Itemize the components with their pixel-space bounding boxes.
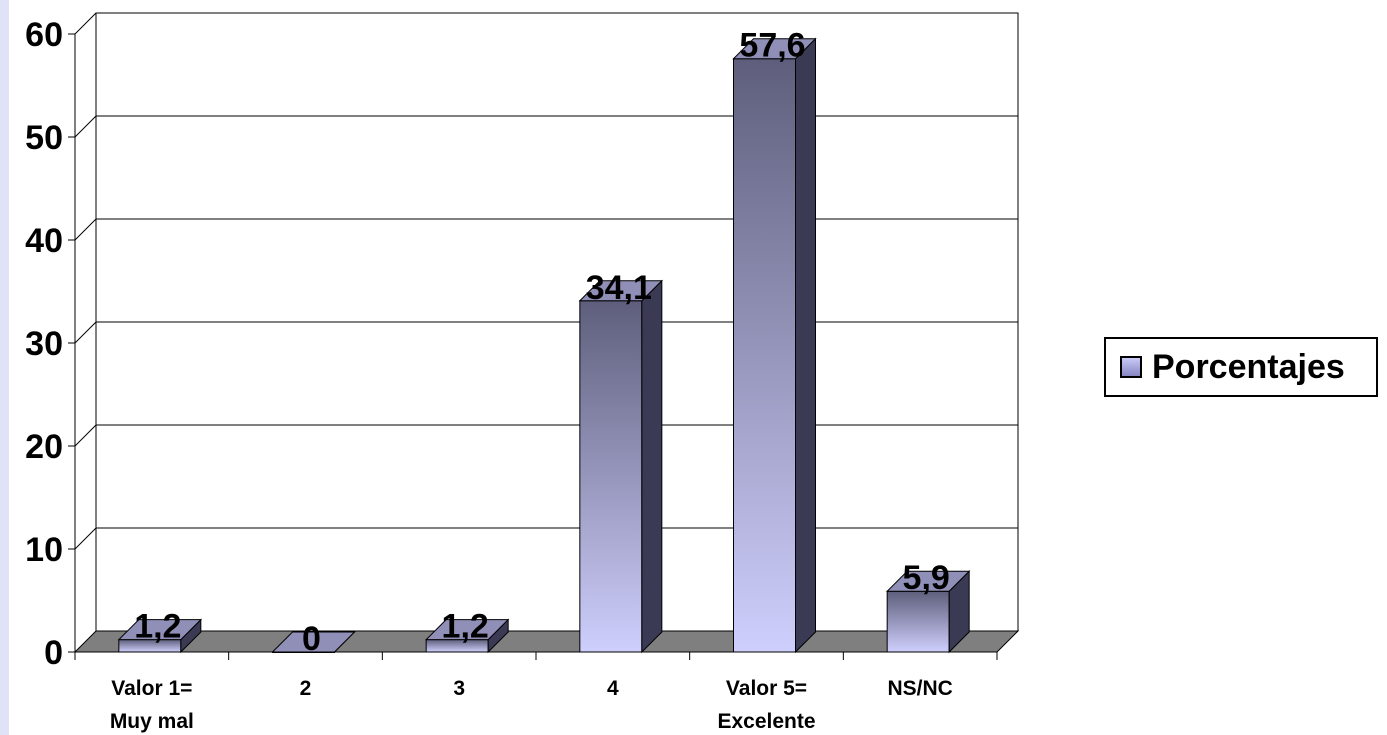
gridline-side [74, 527, 97, 550]
data-label: 5,9 [903, 559, 950, 597]
gridline-side [74, 218, 97, 241]
data-label: 1,2 [134, 608, 181, 646]
bar-top [578, 280, 664, 302]
gridline-side [74, 12, 97, 35]
slide-edge-strip [0, 0, 9, 735]
bar-side [641, 279, 663, 654]
data-label: 1,2 [442, 608, 489, 646]
y-tick-label: 10 [25, 531, 63, 569]
x-category-label: Valor 1= [111, 677, 192, 700]
x-category-label: 3 [453, 677, 465, 700]
legend-swatch [1120, 356, 1142, 378]
bar-front [886, 590, 950, 653]
bar-top [271, 631, 356, 653]
bar-top [424, 619, 510, 641]
data-label: 0 [302, 620, 321, 658]
bar-top [117, 619, 203, 641]
x-category-label: Muy mal [110, 710, 194, 733]
x-category-label: NS/NC [887, 677, 952, 700]
x-category-label: 2 [300, 677, 312, 700]
legend: Porcentajes [1104, 337, 1378, 397]
bar-side [795, 37, 816, 654]
bar-front [579, 300, 643, 653]
gridline-side [74, 321, 97, 344]
y-tick-label: 40 [25, 222, 63, 260]
y-tick-label: 50 [25, 119, 63, 157]
bar-front [733, 58, 796, 653]
data-label: 34,1 [586, 269, 652, 307]
y-tick-label: 20 [25, 428, 63, 466]
gridline-side [74, 424, 97, 447]
x-category-label: Valor 5= [726, 677, 807, 700]
y-tick-label: 60 [25, 16, 63, 54]
data-label: 57,6 [739, 27, 805, 65]
y-tick-label: 30 [25, 325, 63, 363]
bar-top [732, 38, 817, 60]
x-category-label: Excelente [717, 710, 815, 733]
plot-floor [73, 630, 1020, 653]
y-tick-label: 0 [44, 634, 63, 672]
legend-label: Porcentajes [1152, 347, 1345, 386]
bar-top [885, 570, 971, 592]
gridline-side [74, 115, 97, 138]
x-category-label: 4 [607, 677, 619, 700]
